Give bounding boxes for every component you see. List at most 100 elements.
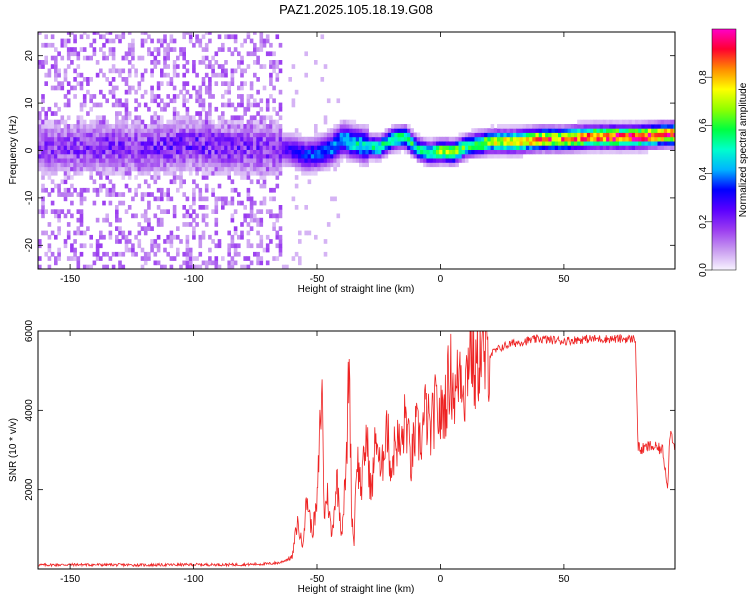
spectrogram-cell (237, 119, 241, 125)
spectrogram-cell (333, 162, 337, 168)
spectrogram-cell (269, 170, 273, 176)
spectrogram-cell (670, 128, 674, 133)
spectrogram-cell (38, 60, 42, 65)
spectrogram-cell (352, 132, 357, 138)
spectrogram-cell (118, 145, 122, 150)
spectrogram-cell (166, 94, 170, 99)
spectrogram-cell (108, 162, 113, 168)
spectrogram-cell (567, 145, 572, 150)
spectrogram-cell (275, 141, 280, 146)
spectrogram-cell (253, 32, 257, 35)
spectrogram-cell (221, 196, 225, 202)
spectrogram-cell (275, 145, 280, 150)
spectrogram-cell (647, 136, 652, 142)
spectrogram-cell (198, 60, 203, 65)
spectrogram-cell (246, 34, 251, 40)
spectrogram-cell (73, 187, 77, 193)
spectrogram-cell (214, 205, 219, 210)
spectrogram-cell (143, 149, 148, 155)
spectrogram-y-tick-label: 20 (24, 50, 35, 62)
spectrogram-cell (108, 234, 113, 240)
spectrogram-cell (647, 124, 652, 129)
spectrogram-cell (99, 102, 103, 108)
spectrogram-cell (204, 222, 209, 227)
spectrogram-cell (47, 68, 52, 74)
spectrogram-cell (115, 192, 119, 197)
spectrogram-cell (79, 217, 84, 223)
spectrogram-cell (256, 47, 260, 52)
spectrogram-cell (269, 162, 273, 168)
spectrogram-cell (480, 136, 485, 142)
spectrogram-cell (371, 145, 376, 150)
spectrogram-cell (615, 132, 620, 138)
spectrogram-cell (304, 170, 308, 176)
spectrogram-cell (262, 200, 267, 206)
spectrogram-cell (484, 149, 488, 155)
spectrogram-cell (237, 136, 241, 142)
spectrogram-cell (265, 106, 270, 112)
spectrogram-cell (535, 145, 540, 150)
spectrogram-cell (86, 55, 90, 61)
spectrogram-cell (198, 239, 203, 244)
spectrogram-cell (182, 136, 186, 142)
spectrogram-cell (256, 89, 260, 95)
spectrogram-cell (635, 119, 639, 125)
spectrogram-cell (86, 124, 90, 129)
spectrogram-cell (111, 192, 116, 197)
spectrogram-cell (192, 64, 196, 69)
spectrogram-cell (227, 47, 231, 52)
spectrogram-cell (635, 136, 639, 142)
spectrogram-cell (246, 145, 251, 150)
spectrogram-cell (448, 145, 453, 150)
spectrogram-cell (156, 222, 161, 227)
spectrogram-cell (580, 136, 584, 142)
spectrogram-cell (50, 209, 55, 214)
spectrogram-cell (455, 149, 459, 155)
spectrogram-cell (131, 85, 135, 91)
spectrogram-cell (41, 166, 45, 172)
spectrogram-cell (176, 132, 180, 138)
spectrogram-cell (256, 166, 260, 172)
spectrogram-cell (493, 141, 498, 146)
spectrogram-cell (452, 149, 456, 155)
spectrogram-cell (301, 141, 305, 146)
spectrogram-cell (567, 141, 572, 146)
spectrogram-cell (240, 85, 244, 91)
spectrogram-cell (426, 141, 430, 146)
spectrogram-cell (538, 132, 543, 138)
spectrogram-cell (281, 149, 286, 155)
spectrogram-cell (204, 136, 209, 142)
spectrogram-cell (214, 128, 219, 133)
spectrogram-cell (204, 264, 209, 269)
spectrogram-cell (50, 200, 55, 206)
spectrogram-cell (442, 141, 446, 146)
spectrogram-cell (163, 162, 167, 168)
spectrogram-cell (660, 132, 665, 138)
spectrogram-cell (134, 158, 138, 163)
spectrogram-cell (253, 136, 257, 142)
spectrogram-cell (172, 162, 177, 168)
spectrogram-cell (448, 136, 453, 142)
spectrogram-cell (140, 94, 145, 99)
spectrogram-cell (217, 124, 222, 129)
spectrogram-cell (224, 162, 228, 168)
spectrogram-cell (131, 38, 135, 44)
spectrogram-cell (118, 158, 122, 163)
spectrogram-cell (57, 145, 61, 150)
spectrogram-cell (147, 251, 151, 257)
spectrogram-cell (237, 141, 241, 146)
spectrogram-cell (50, 153, 55, 159)
spectrogram-cell (44, 81, 48, 86)
spectrogram-cell (237, 51, 241, 57)
spectrogram-cell (278, 141, 283, 146)
spectrogram-cell (201, 145, 206, 150)
spectrogram-cell (221, 141, 225, 146)
spectrogram-cell (333, 124, 337, 129)
spectrogram-cell (89, 94, 93, 99)
spectrogram-cell (394, 141, 398, 146)
spectrogram-cell (108, 200, 113, 206)
spectrogram-cell (464, 145, 469, 150)
spectrogram-cell (612, 124, 617, 129)
spectrogram-cell (121, 68, 126, 74)
spectrogram-cell (172, 175, 177, 180)
